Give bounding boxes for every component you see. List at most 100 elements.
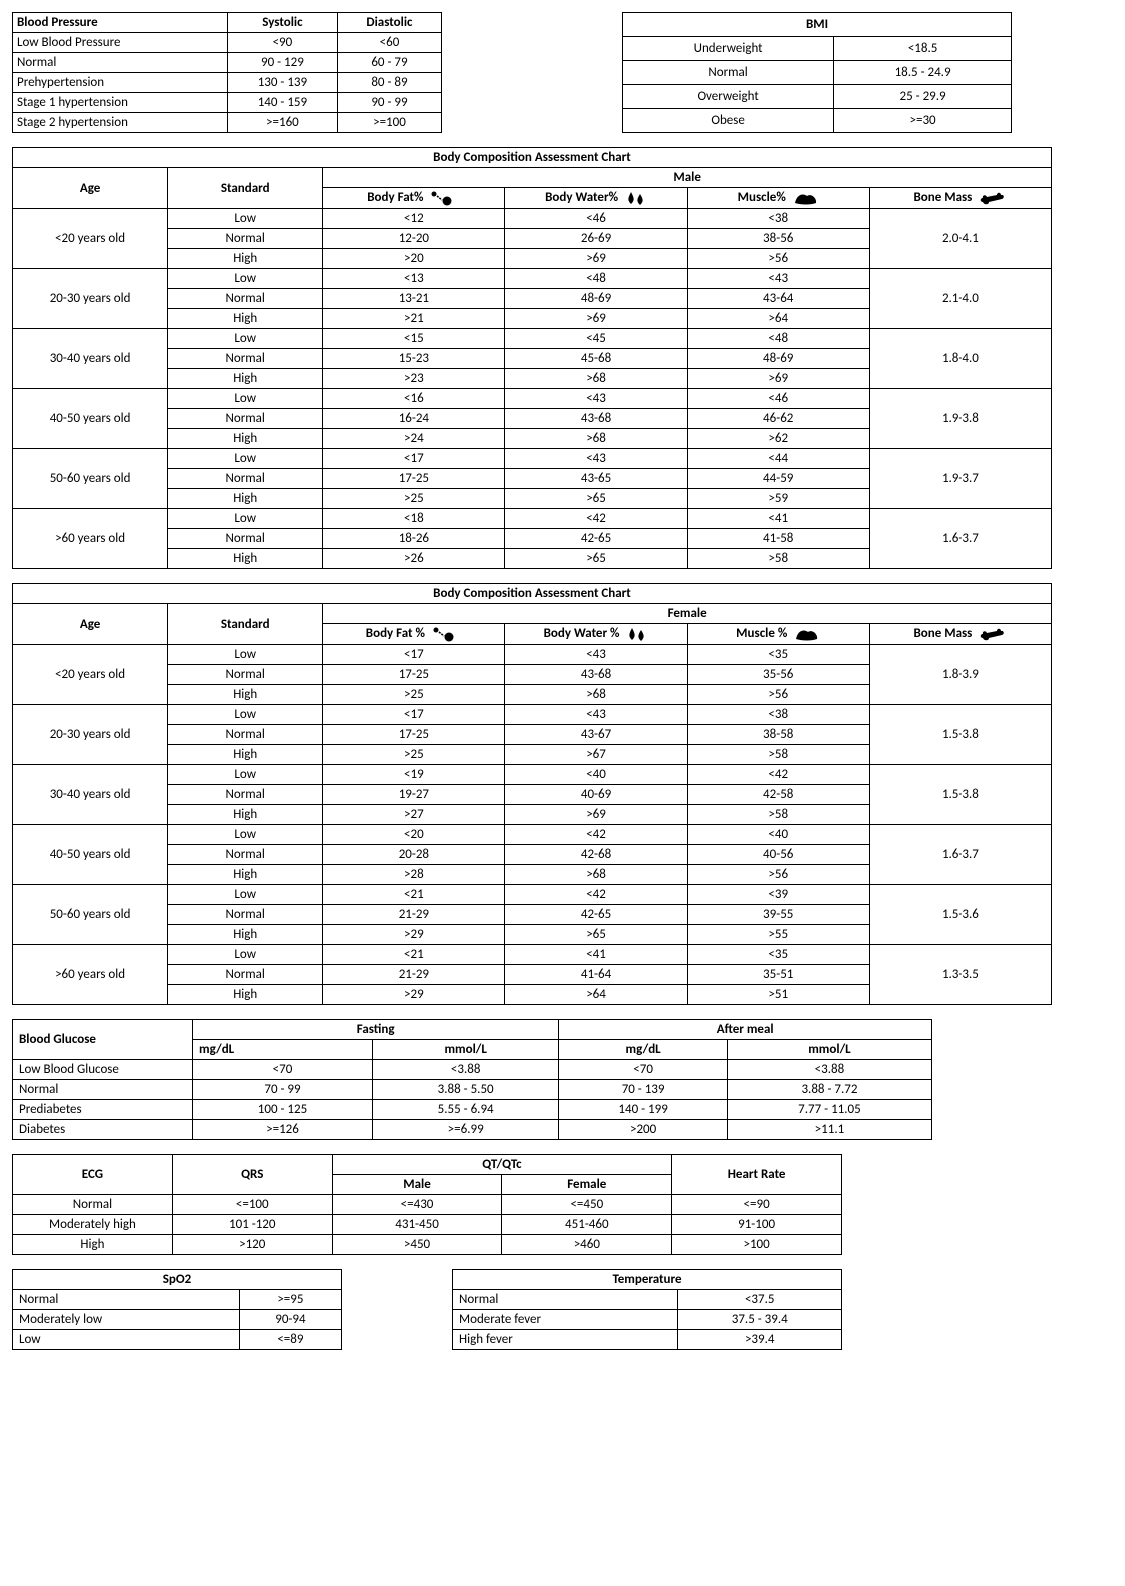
bmi-label: Obese	[623, 109, 834, 133]
standard-cell: Low	[168, 329, 323, 349]
temp-label: High fever	[453, 1330, 678, 1350]
temp-label: Normal	[453, 1290, 678, 1310]
comp-col-header: Body Water %	[505, 624, 687, 645]
val-cell: 42-58	[687, 785, 869, 805]
val-cell: <17	[323, 449, 505, 469]
unit: mmol/L	[373, 1040, 559, 1060]
val-cell: 42-65	[505, 529, 687, 549]
ecg-cell: >100	[672, 1235, 842, 1255]
ecg-cell: High	[13, 1235, 173, 1255]
val-cell: <38	[687, 705, 869, 725]
val-cell: 17-25	[323, 725, 505, 745]
age-cell: 20-30 years old	[13, 269, 168, 329]
table-row: Low Blood Glucose<70<3.88<70<3.88	[13, 1060, 932, 1080]
bmi-value: 18.5 - 24.9	[834, 61, 1012, 85]
val-cell: 19-27	[323, 785, 505, 805]
age-cell: 40-50 years old	[13, 825, 168, 885]
val-cell: <43	[505, 705, 687, 725]
glucose-cell: Prediabetes	[13, 1100, 193, 1120]
standard-cell: Normal	[168, 905, 323, 925]
table-row: High>120>450>460>100	[13, 1235, 842, 1255]
table-row: Normal70 - 993.88 - 5.5070 - 1393.88 - 7…	[13, 1080, 932, 1100]
body-comp-male-table: Body Composition Assessment Chart Age St…	[12, 147, 1052, 569]
bp-label: Stage 1 hypertension	[13, 93, 228, 113]
table-row: 50-60 years old Low <17 <43 <44 1.9-3.7	[13, 449, 1052, 469]
val-cell: <17	[323, 705, 505, 725]
glucose-cell: 140 - 199	[559, 1100, 728, 1120]
bmi-value: <18.5	[834, 37, 1012, 61]
standard-cell: Low	[168, 449, 323, 469]
bmi-table: BMI Underweight<18.5Normal18.5 - 24.9Ove…	[622, 12, 1012, 133]
val-cell: 41-58	[687, 529, 869, 549]
body-fat-icon	[432, 626, 462, 642]
val-cell: 20-28	[323, 845, 505, 865]
val-cell: 13-21	[323, 289, 505, 309]
ecg-cell: Moderately high	[13, 1215, 173, 1235]
ecg-cell: <=450	[502, 1195, 672, 1215]
standard-cell: High	[168, 309, 323, 329]
age-cell: 30-40 years old	[13, 765, 168, 825]
bp-header: Diastolic	[337, 13, 441, 33]
glucose-cell: 3.88 - 7.72	[727, 1080, 931, 1100]
standard-cell: Normal	[168, 289, 323, 309]
comp-col-header: Muscle %	[687, 624, 869, 645]
table-row: Stage 2 hypertension>=160>=100	[13, 113, 442, 133]
standard-cell: Normal	[168, 785, 323, 805]
comp-col-header: Bone Mass	[869, 624, 1051, 645]
comp-title: Body Composition Assessment Chart	[13, 148, 1052, 168]
unit: mg/dL	[559, 1040, 728, 1060]
age-cell: <20 years old	[13, 645, 168, 705]
bp-systolic: >=160	[227, 113, 337, 133]
val-cell: 38-58	[687, 725, 869, 745]
glucose-cell: >200	[559, 1120, 728, 1140]
bone-cell: 1.5-3.8	[869, 765, 1051, 825]
standard-cell: High	[168, 429, 323, 449]
val-cell: 45-68	[505, 349, 687, 369]
standard-cell: High	[168, 805, 323, 825]
standard-cell: High	[168, 489, 323, 509]
age-cell: 50-60 years old	[13, 449, 168, 509]
val-cell: >65	[505, 925, 687, 945]
comp-col-header: Bone Mass	[869, 188, 1051, 209]
val-cell: >23	[323, 369, 505, 389]
val-cell: >65	[505, 489, 687, 509]
val-cell: 17-25	[323, 665, 505, 685]
standard-cell: Normal	[168, 349, 323, 369]
standard-cell: High	[168, 745, 323, 765]
bone-mass-icon	[979, 626, 1007, 642]
val-cell: 18-26	[323, 529, 505, 549]
standard-cell: Low	[168, 885, 323, 905]
bmi-value: >=30	[834, 109, 1012, 133]
val-cell: <43	[505, 449, 687, 469]
bone-cell: 1.9-3.7	[869, 449, 1051, 509]
table-row: 50-60 years old Low <21 <42 <39 1.5-3.6	[13, 885, 1052, 905]
ecg-cell: <=100	[172, 1195, 332, 1215]
comp-col-header: Body Fat %	[323, 624, 505, 645]
glucose-cell: 7.77 - 11.05	[727, 1100, 931, 1120]
age-cell: 40-50 years old	[13, 389, 168, 449]
bone-mass-icon	[979, 190, 1007, 206]
table-row: 30-40 years old Low <19 <40 <42 1.5-3.8	[13, 765, 1052, 785]
standard-cell: High	[168, 249, 323, 269]
glucose-cell: 100 - 125	[193, 1100, 373, 1120]
ecg-cell: 101 -120	[172, 1215, 332, 1235]
ecg-table: ECG QRS QT/QTc Heart Rate Male Female No…	[12, 1154, 842, 1255]
table-row: >60 years old Low <18 <42 <41 1.6-3.7	[13, 509, 1052, 529]
val-cell: >51	[687, 985, 869, 1005]
val-cell: 39-55	[687, 905, 869, 925]
bp-label: Stage 2 hypertension	[13, 113, 228, 133]
bone-cell: 2.1-4.0	[869, 269, 1051, 329]
temp-value: >39.4	[678, 1330, 842, 1350]
val-cell: 46-62	[687, 409, 869, 429]
val-cell: >68	[505, 429, 687, 449]
bmi-title: BMI	[623, 13, 1012, 37]
muscle-icon	[794, 626, 820, 642]
bone-cell: 1.9-3.8	[869, 389, 1051, 449]
val-cell: <40	[505, 765, 687, 785]
val-cell: >25	[323, 489, 505, 509]
table-row: 20-30 years old Low <17 <43 <38 1.5-3.8	[13, 705, 1052, 725]
glucose-cell: 70 - 99	[193, 1080, 373, 1100]
glucose-cell: Diabetes	[13, 1120, 193, 1140]
glucose-cell: >11.1	[727, 1120, 931, 1140]
val-cell: 38-56	[687, 229, 869, 249]
